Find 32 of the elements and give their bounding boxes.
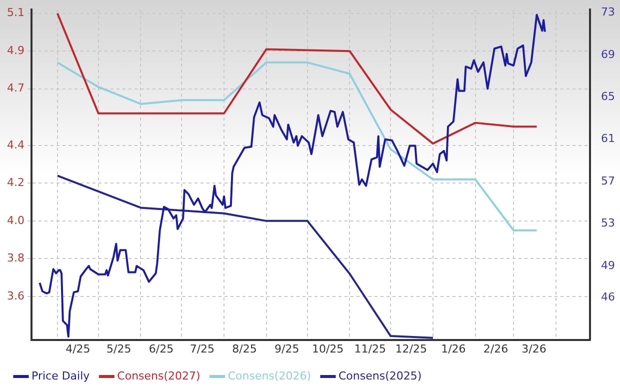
x-tick-label: 11/25 bbox=[354, 342, 386, 356]
y-tick-label: 3.8 bbox=[6, 252, 24, 265]
x-tick-label: 5/25 bbox=[106, 342, 132, 356]
y2-tick-label: 73 bbox=[601, 6, 616, 19]
y2-tick-label: 61 bbox=[601, 132, 616, 146]
x-tick-label: 7/25 bbox=[190, 342, 215, 356]
x-tick-label: 2/26 bbox=[483, 342, 508, 356]
y-tick-label: 4.9 bbox=[6, 44, 24, 57]
y-tick-label: 4.2 bbox=[6, 176, 24, 190]
y-tick-label: 3.6 bbox=[6, 289, 24, 302]
y-tick-label: 5.1 bbox=[6, 6, 24, 20]
x-tick-label: 8/25 bbox=[232, 342, 257, 356]
y2-tick-label: 65 bbox=[601, 90, 616, 104]
y2-tick-label: 49 bbox=[601, 258, 616, 272]
y2-tick-label: 57 bbox=[601, 174, 616, 188]
x-tick-label: 3/26 bbox=[522, 342, 546, 356]
x-tick-label: 6/25 bbox=[148, 342, 174, 356]
x-tick-label: 9/25 bbox=[274, 342, 300, 356]
legend-label: Consens(2026) bbox=[228, 369, 311, 382]
x-tick-label: 1/26 bbox=[441, 342, 466, 356]
legend-label: Price Daily bbox=[32, 369, 90, 382]
y2-tick-label: 53 bbox=[601, 216, 616, 230]
legend-label: Consens(2027) bbox=[117, 369, 200, 382]
y-tick-label: 4.0 bbox=[6, 214, 24, 227]
x-tick-label: 10/25 bbox=[312, 342, 344, 356]
legend-label: Consens(2025) bbox=[338, 369, 422, 382]
y-tick-label: 4.4 bbox=[6, 138, 24, 152]
x-tick-label: 12/25 bbox=[395, 342, 427, 356]
y2-tick-label: 69 bbox=[601, 48, 616, 61]
y2-tick-label: 46 bbox=[601, 290, 616, 304]
y-tick-label: 4.7 bbox=[6, 82, 24, 95]
x-tick-label: 4/25 bbox=[66, 342, 90, 356]
